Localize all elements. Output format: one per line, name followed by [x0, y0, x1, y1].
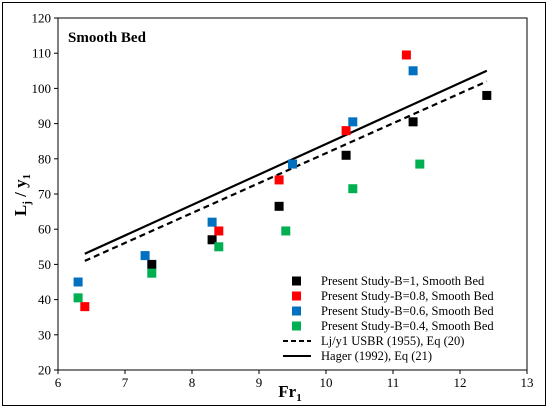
data-point: [274, 201, 284, 211]
y-tick-label: 20: [38, 363, 51, 378]
data-point: [207, 235, 217, 245]
legend-label: Present Study-B=0.6, Smooth Bed: [321, 304, 494, 318]
data-point: [140, 251, 150, 261]
legend-label: Present Study-B=1, Smooth Bed: [321, 274, 485, 288]
chart-frame: [2, 2, 546, 406]
y-tick-label: 90: [38, 116, 51, 131]
data-point: [482, 90, 492, 100]
usbr-line: [84, 80, 488, 262]
y-axis-title: Lj / y1: [11, 174, 33, 216]
y-tick-label: 30: [38, 327, 51, 342]
x-axis-title: Fr1: [278, 382, 301, 404]
x-tick-label: 6: [55, 375, 62, 390]
data-point: [207, 217, 217, 227]
data-point: [214, 226, 224, 236]
y-tick-label: 50: [38, 257, 51, 272]
series-lines: [84, 69, 488, 262]
data-point: [415, 159, 425, 169]
y-tick-label: 70: [38, 187, 51, 202]
y-tick-label: 40: [38, 292, 51, 307]
y-tick-label: 120: [32, 11, 52, 26]
legend-swatch: [292, 291, 301, 301]
data-point: [281, 226, 291, 236]
legend-swatch: [292, 276, 301, 286]
legend-swatch: [292, 306, 301, 316]
x-tick-label: 13: [521, 375, 534, 390]
legend-label: Hager (1992), Eq (21): [321, 349, 432, 363]
legend-label: Lj/y1 USBR (1955), Eq (20): [321, 334, 464, 348]
hager-line: [84, 69, 488, 255]
legend-swatch: [292, 321, 301, 331]
data-point: [73, 293, 83, 303]
x-tick-label: 10: [320, 375, 333, 390]
axis-ticks: 6 7 8 9 10 11 12 13 20 30 40 50 60 70 80 90 100 110 120: [32, 11, 534, 391]
y-tick-label: 80: [38, 151, 51, 166]
legend-label: Present Study-B=0.4, Smooth Bed: [321, 319, 494, 333]
data-point: [73, 277, 83, 287]
chart-title: Smooth Bed: [68, 30, 147, 46]
data-point: [408, 117, 418, 127]
x-tick-label: 9: [256, 375, 263, 390]
y-tick-label: 100: [32, 81, 52, 96]
data-point: [341, 126, 351, 136]
data-point: [147, 268, 157, 278]
data-point: [80, 302, 90, 312]
data-point: [348, 117, 358, 127]
x-tick-label: 11: [387, 375, 400, 390]
data-point: [348, 184, 358, 194]
data-point: [214, 242, 224, 252]
y-tick-label: 110: [32, 46, 51, 61]
x-tick-label: 7: [122, 375, 129, 390]
x-tick-label: 12: [454, 375, 467, 390]
y-tick-label: 60: [38, 222, 51, 237]
data-point: [288, 159, 297, 169]
data-point: [147, 259, 157, 269]
series-markers: [73, 50, 492, 312]
x-tick-label: 8: [189, 375, 196, 390]
data-point: [274, 175, 284, 185]
legend-label: Present Study-B=0.8, Smooth Bed: [321, 289, 494, 303]
data-point: [401, 50, 411, 60]
data-point: [408, 66, 418, 76]
data-point: [341, 150, 351, 160]
